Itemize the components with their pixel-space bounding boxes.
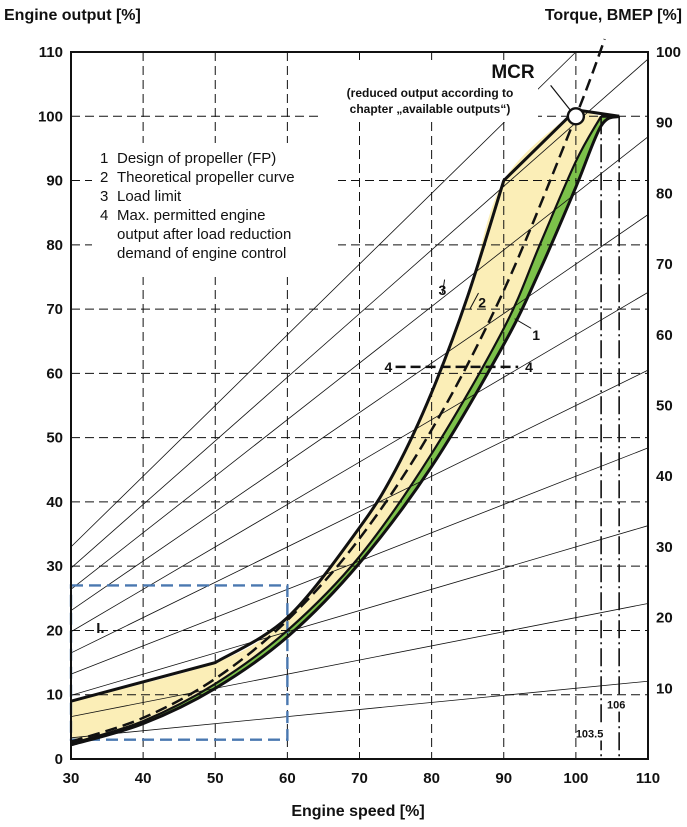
legend-key-2: 2	[100, 169, 108, 186]
mcr-leader	[550, 85, 571, 111]
constant-torque-line	[70, 525, 649, 696]
region-i-box	[69, 584, 289, 741]
y-left-tick-label: 0	[55, 751, 63, 768]
curve-2-leader	[469, 292, 479, 310]
constant-torque-lines	[70, 51, 649, 739]
marker-106-bg	[603, 695, 632, 712]
legend-text-4-line2: output after load reduction	[117, 226, 291, 243]
curve-label-4: 4	[384, 359, 392, 375]
y-right-tick-label: 60	[656, 327, 673, 344]
x-tick-label: 110	[636, 770, 660, 787]
mcr-note-line2: chapter „available outputs“)	[350, 102, 511, 116]
curve-2	[70, 38, 606, 743]
curve-3-leader	[441, 279, 446, 294]
curve-1-leader	[514, 318, 532, 329]
mcr-annotation: MCR (reduced output according to chapter…	[320, 60, 538, 122]
y-axis-left-title: Engine output [%]	[4, 7, 141, 24]
load-limit-area	[71, 109, 602, 744]
y-right-tick-label: 10	[656, 680, 673, 697]
y-left-tick-label: 80	[46, 237, 63, 254]
y-left-tick-label: 40	[46, 494, 63, 511]
region-i-label: I.	[96, 620, 104, 637]
marker-label-1035: 103.5	[576, 729, 604, 741]
x-tick-label: 50	[207, 770, 224, 787]
legend-background	[92, 143, 338, 277]
region-box: I.	[69, 584, 289, 741]
y-left-tick-label: 60	[46, 365, 63, 382]
x-tick-label: 30	[63, 770, 80, 787]
y-left-tick-label: 50	[46, 430, 63, 447]
constant-torque-line	[70, 51, 577, 548]
y-right-tick-label: 50	[656, 398, 673, 415]
y-left-tick-label: 10	[46, 687, 63, 704]
y-left-tick-label: 30	[46, 558, 63, 575]
plot-frame	[70, 51, 649, 760]
constant-torque-line	[70, 680, 649, 739]
mcr-label: MCR	[491, 62, 535, 83]
legend-key-4: 4	[100, 207, 108, 224]
y-right-tick-label: 80	[656, 185, 673, 202]
legend: 1 Design of propeller (FP) 2 Theoretical…	[92, 143, 338, 277]
x-axis-title: Engine speed [%]	[291, 803, 424, 820]
tick-labels: 30 40 50 60 70 80 90 100 11001020304050607080901…	[38, 44, 681, 787]
constant-torque-line	[70, 214, 649, 611]
marker-1035-bg	[577, 724, 614, 741]
curve-1-upper	[70, 115, 603, 745]
x-tick-label: 70	[351, 770, 368, 787]
y-right-tick-label: 20	[656, 610, 673, 627]
x-tick-label: 60	[279, 770, 296, 787]
y-right-tick-label: 70	[656, 256, 673, 273]
curves	[70, 38, 620, 759]
x-tick-label: 90	[495, 770, 512, 787]
y-right-tick-label: 30	[656, 539, 673, 556]
y-right-tick-label: 90	[656, 115, 673, 132]
y-left-tick-label: 90	[46, 173, 63, 190]
legend-key-3: 3	[100, 188, 108, 205]
curve-label-2: 2	[478, 295, 486, 311]
y-axis-right-title: Torque, BMEP [%]	[545, 7, 682, 24]
y-left-tick-label: 70	[46, 301, 63, 318]
constant-torque-line	[70, 292, 649, 633]
legend-text-2: Theoretical propeller curve	[117, 169, 295, 186]
x-tick-label: 40	[135, 770, 152, 787]
x-tick-label: 80	[423, 770, 440, 787]
x-tick-label: 100	[563, 770, 588, 787]
constant-torque-line	[70, 369, 649, 654]
constant-torque-line	[70, 603, 649, 717]
mcr-note-line1: (reduced output according to	[347, 86, 514, 100]
legend-text-4: Max. permitted engine	[117, 207, 265, 224]
marker-label-106: 106	[607, 700, 625, 712]
constant-torque-line	[70, 58, 649, 569]
plot-border	[70, 51, 649, 760]
y-right-tick-label: 40	[656, 468, 673, 485]
y-right-tick-label: 100	[656, 44, 681, 61]
y-left-tick-label: 100	[38, 108, 63, 125]
curve-label-1: 1	[532, 327, 540, 343]
y-left-tick-label: 20	[46, 622, 63, 639]
legend-text-3: Load limit	[117, 188, 182, 205]
y-left-tick-label: 110	[39, 44, 63, 61]
legend-key-1: 1	[100, 150, 108, 167]
curve-3	[70, 108, 620, 703]
legend-text-4-line3: demand of engine control	[117, 245, 286, 262]
constant-torque-line	[70, 136, 649, 590]
curve-label-5: 4	[525, 359, 533, 375]
curve-1	[70, 114, 620, 747]
legend-text-1: Design of propeller (FP)	[117, 150, 276, 167]
mcr-label-background	[320, 60, 538, 122]
mcr-point	[566, 107, 586, 126]
